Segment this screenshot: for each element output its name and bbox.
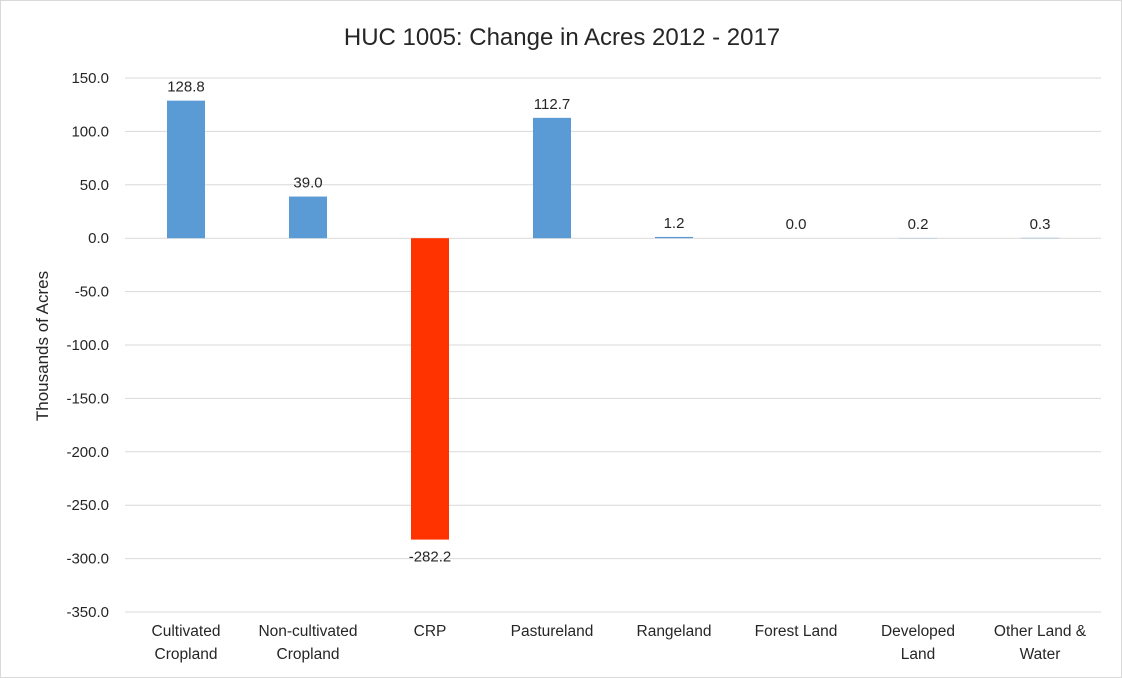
data-label: 112.7 (534, 96, 570, 113)
data-label: 39.0 (293, 175, 322, 192)
category-label: Forest Land (755, 623, 838, 640)
data-label: 0.0 (786, 216, 807, 233)
y-tick-label: 100.0 (71, 123, 109, 140)
bar (533, 117, 571, 239)
bar (289, 196, 327, 239)
x-axis-categories: Cultivated Cropland Non-cultivated Cropland… (152, 623, 1087, 663)
category-label: Rangeland (637, 623, 712, 640)
category-label: Other Land & Water (994, 623, 1087, 663)
bar (411, 238, 449, 540)
y-tick-label: -50.0 (75, 284, 109, 301)
bars (167, 100, 1059, 540)
data-label: 128.8 (167, 79, 205, 96)
y-tick-label: 0.0 (88, 230, 109, 247)
y-tick-label: -350.0 (66, 604, 109, 621)
category-label: Cultivated Cropland (152, 623, 221, 663)
category-label: CRP (414, 623, 447, 640)
category-label: Developed Land (881, 623, 955, 663)
y-tick-label: -200.0 (66, 444, 109, 461)
chart-title: HUC 1005: Change in Acres 2012 - 2017 (344, 24, 780, 51)
y-axis-ticks: 150.0 100.0 50.0 0.0 -50.0 -100.0 -150.0 -200.0… (66, 70, 109, 621)
y-tick-label: -150.0 (66, 390, 109, 407)
bar (655, 236, 693, 239)
y-tick-label: -250.0 (66, 497, 109, 514)
data-label: 0.3 (1030, 216, 1051, 233)
category-label: Non-cultivated Cropland (258, 623, 357, 663)
data-label: 1.2 (664, 215, 685, 232)
y-tick-label: 150.0 (71, 70, 109, 87)
data-labels: 128.8 39.0 -282.2 112.7 1.2 0.0 0.2 0.3 (167, 79, 1050, 566)
y-axis-label: Thousands of Acres (33, 271, 52, 421)
gridlines (125, 77, 1101, 613)
bar (167, 100, 205, 239)
y-tick-label: 50.0 (80, 177, 109, 194)
y-tick-label: -300.0 (66, 551, 109, 568)
y-tick-label: -100.0 (66, 337, 109, 354)
data-label: -282.2 (409, 549, 452, 566)
data-label: 0.2 (908, 216, 929, 233)
category-label: Pastureland (511, 623, 594, 640)
